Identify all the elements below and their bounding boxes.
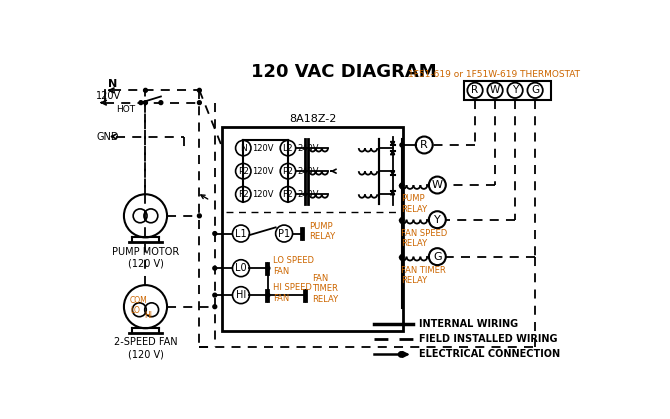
- Text: FAN SPEED
RELAY: FAN SPEED RELAY: [401, 229, 448, 248]
- Text: R: R: [472, 85, 478, 95]
- Text: R: R: [420, 140, 428, 150]
- Text: W: W: [490, 85, 500, 95]
- Circle shape: [266, 266, 270, 270]
- Text: PUMP
RELAY: PUMP RELAY: [401, 194, 427, 214]
- Polygon shape: [391, 191, 395, 195]
- Text: 8A18Z-2: 8A18Z-2: [289, 114, 336, 124]
- Circle shape: [213, 293, 216, 297]
- Circle shape: [198, 88, 201, 92]
- Text: HOT: HOT: [116, 105, 135, 114]
- Text: PUMP
RELAY: PUMP RELAY: [309, 222, 335, 241]
- Text: FAN TIMER
RELAY: FAN TIMER RELAY: [401, 266, 446, 285]
- Text: Y: Y: [512, 85, 518, 95]
- Text: 240V: 240V: [297, 167, 319, 176]
- Text: GND: GND: [96, 132, 119, 142]
- Circle shape: [400, 183, 404, 187]
- Circle shape: [143, 101, 147, 105]
- Circle shape: [400, 143, 404, 147]
- Circle shape: [159, 101, 163, 105]
- Polygon shape: [391, 142, 395, 145]
- Circle shape: [266, 293, 270, 297]
- Text: 1F51-619 or 1F51W-619 THERMOSTAT: 1F51-619 or 1F51W-619 THERMOSTAT: [407, 70, 580, 80]
- Polygon shape: [391, 151, 395, 155]
- Circle shape: [400, 218, 404, 222]
- Text: ELECTRICAL CONNECTION: ELECTRICAL CONNECTION: [419, 349, 560, 360]
- Text: Y: Y: [434, 215, 441, 225]
- Text: G: G: [531, 85, 539, 95]
- Text: FIELD INSTALLED WIRING: FIELD INSTALLED WIRING: [419, 334, 557, 344]
- Bar: [464, 81, 551, 100]
- Circle shape: [139, 101, 143, 105]
- Text: 120 VAC DIAGRAM: 120 VAC DIAGRAM: [251, 62, 436, 80]
- Circle shape: [213, 232, 216, 235]
- Text: G: G: [433, 252, 442, 261]
- Text: HI SPEED
FAN: HI SPEED FAN: [273, 283, 312, 303]
- Text: F2: F2: [238, 190, 249, 199]
- Text: HI: HI: [145, 311, 153, 321]
- Circle shape: [399, 352, 404, 357]
- Text: P2: P2: [283, 167, 293, 176]
- Bar: [222, 127, 403, 331]
- Circle shape: [198, 214, 201, 218]
- Text: COM: COM: [130, 296, 147, 305]
- Text: 120V: 120V: [253, 144, 274, 153]
- Text: 120V: 120V: [96, 91, 121, 101]
- Text: F2: F2: [283, 190, 293, 199]
- Text: N: N: [240, 144, 247, 153]
- Circle shape: [400, 255, 404, 259]
- Circle shape: [213, 266, 216, 270]
- Polygon shape: [391, 171, 395, 175]
- Text: HI: HI: [236, 290, 246, 300]
- Text: P2: P2: [238, 167, 249, 176]
- Text: LO: LO: [131, 306, 141, 315]
- Text: P1: P1: [278, 228, 290, 238]
- Text: L0: L0: [235, 263, 247, 273]
- Text: INTERNAL WIRING: INTERNAL WIRING: [419, 318, 518, 328]
- Text: L2: L2: [283, 144, 293, 153]
- Text: N: N: [108, 79, 117, 89]
- Text: 120V: 120V: [253, 167, 274, 176]
- Text: 240V: 240V: [297, 144, 319, 153]
- Text: FAN
TIMER
RELAY: FAN TIMER RELAY: [312, 274, 338, 304]
- Text: LO SPEED
FAN: LO SPEED FAN: [273, 256, 314, 276]
- Text: L1: L1: [235, 228, 247, 238]
- Circle shape: [143, 88, 147, 92]
- Text: 240V: 240V: [297, 190, 319, 199]
- Text: W: W: [431, 180, 443, 190]
- Text: 2-SPEED FAN
(120 V): 2-SPEED FAN (120 V): [114, 337, 178, 359]
- Circle shape: [198, 101, 201, 105]
- Circle shape: [213, 305, 216, 309]
- Text: 120V: 120V: [253, 190, 274, 199]
- Text: PUMP MOTOR
(120 V): PUMP MOTOR (120 V): [112, 247, 179, 268]
